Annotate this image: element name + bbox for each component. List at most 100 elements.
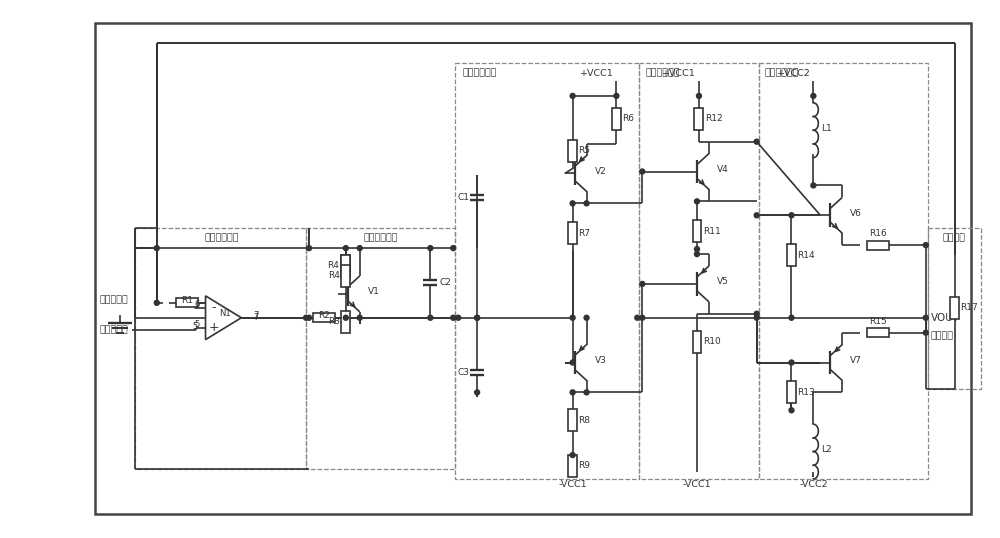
Text: 信号转换电路: 信号转换电路 [363,233,398,242]
Circle shape [754,139,759,144]
Text: -VCC1: -VCC1 [683,480,711,489]
Text: V2: V2 [595,167,606,176]
Text: +VCC1: +VCC1 [662,69,696,78]
Circle shape [694,252,699,257]
Circle shape [154,246,159,251]
Text: +: + [208,321,219,334]
Text: R13: R13 [797,388,815,397]
Text: 驱动输出: 驱动输出 [931,331,954,340]
Bar [341,265,350,287]
Text: R8: R8 [579,416,591,424]
Text: R10: R10 [703,337,721,346]
Circle shape [428,315,433,320]
Circle shape [789,213,794,218]
Text: 地电平检测: 地电平检测 [99,295,128,305]
Bar [568,140,577,161]
Text: 静态偏置电路: 静态偏置电路 [462,68,497,77]
Bar [341,254,350,277]
Circle shape [640,315,645,320]
Bar [176,299,198,307]
Text: V3: V3 [595,356,606,365]
Bar [787,244,796,266]
Circle shape [357,246,362,251]
Text: V6: V6 [850,209,862,218]
Circle shape [475,390,480,395]
Text: R3: R3 [328,317,340,326]
Text: V5: V5 [717,278,729,286]
Bar [693,331,701,352]
Text: R1: R1 [181,296,193,306]
Circle shape [307,315,311,320]
Text: R6: R6 [622,114,634,123]
Circle shape [923,330,928,335]
Text: R16: R16 [869,229,887,238]
Circle shape [811,94,816,98]
Bar [568,222,577,244]
Text: -: - [211,301,216,314]
Bar [694,108,703,130]
Text: 5: 5 [192,322,198,331]
Bar [341,255,350,277]
Bar [612,108,621,130]
Circle shape [640,169,645,174]
Bar [568,455,577,477]
Circle shape [754,312,759,316]
Text: V1: V1 [368,287,380,296]
Circle shape [789,315,794,320]
Text: 6: 6 [194,300,200,309]
Circle shape [475,315,480,320]
Text: R17: R17 [961,303,978,312]
Bar [693,220,701,242]
Text: 输出驱动电路: 输出驱动电路 [765,68,799,77]
Text: +VCC1: +VCC1 [580,69,613,78]
Circle shape [456,315,461,320]
Circle shape [304,315,308,320]
Bar [95,23,971,514]
Circle shape [451,246,456,251]
Text: -VCC1: -VCC1 [558,480,587,489]
Bar [341,311,350,332]
Circle shape [475,315,480,320]
Text: 反馈电阻: 反馈电阻 [942,233,965,242]
Text: R7: R7 [579,229,591,238]
Circle shape [570,360,575,365]
Text: V4: V4 [717,165,729,174]
Text: R4: R4 [327,261,339,270]
Text: R12: R12 [705,114,723,123]
Circle shape [754,315,759,320]
Text: R2: R2 [318,312,330,320]
Circle shape [584,390,589,395]
Text: 7: 7 [253,313,259,322]
Text: C2: C2 [439,279,451,287]
Circle shape [570,315,575,320]
Circle shape [570,201,575,206]
Circle shape [584,201,589,206]
Circle shape [357,315,362,320]
Circle shape [428,246,433,251]
Text: 反向放大电路: 反向放大电路 [204,233,239,242]
Circle shape [451,315,456,320]
Circle shape [694,199,699,204]
Bar [928,228,981,390]
Circle shape [570,94,575,98]
Text: R9: R9 [579,462,591,470]
Text: C3: C3 [457,368,469,377]
Bar [455,63,639,479]
Text: R14: R14 [797,251,815,259]
Circle shape [154,300,159,305]
Circle shape [343,315,348,320]
Bar [759,63,928,479]
Bar [867,240,889,250]
Circle shape [789,408,794,413]
Text: C1: C1 [457,193,469,202]
Polygon shape [206,296,241,339]
Bar [313,313,335,322]
Text: L2: L2 [821,445,832,454]
Circle shape [584,315,589,320]
Circle shape [694,246,699,252]
Bar [639,63,759,479]
Bar [950,297,959,318]
Circle shape [923,315,928,320]
Circle shape [635,315,640,320]
Text: VOUT: VOUT [931,313,960,323]
